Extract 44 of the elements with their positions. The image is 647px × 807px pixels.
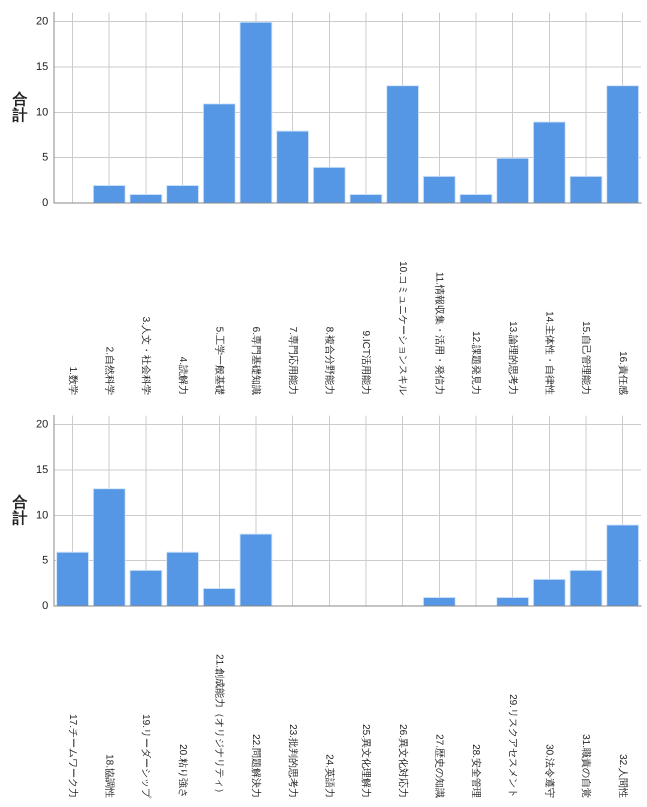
x-tick-label: 15.自己管理能力 (580, 321, 592, 395)
x-tick-label: 14.主体性・自律性 (544, 311, 556, 395)
x-tick-label: 20.粘り強さ (176, 744, 189, 798)
x-tick-label: 8.複合分野能力 (324, 326, 336, 395)
x-tick-label: 24.英語力 (324, 754, 336, 798)
x-tick-label: 6.専門基礎知識 (250, 326, 262, 395)
x-tick-label: 22.問題解決力 (250, 734, 262, 798)
x-tick-label: 32.人間性 (616, 754, 629, 798)
y-tick-label: 20 (36, 418, 48, 431)
x-tick-label: 19.リーダーシップ (140, 714, 152, 799)
y-tick-label: 10 (36, 106, 48, 118)
y-tick-label: 5 (42, 152, 48, 164)
y-tick-label: 15 (36, 61, 48, 74)
y-tick-label: 10 (36, 509, 48, 522)
x-tick-label: 11.情報収集・活用・発信力 (434, 272, 446, 395)
x-tick-label: 31.職責の自覚 (580, 734, 592, 798)
y-axis-title: 合計 (12, 494, 28, 527)
y-tick-label: 0 (42, 600, 48, 612)
x-tick-label: 3.人文・社会科学 (140, 316, 152, 395)
x-tick-label: 18.協調性 (103, 754, 116, 798)
x-tick-label: 16.責任感 (616, 351, 629, 395)
x-tick-label: 13.論理的思考力 (506, 321, 519, 395)
x-tick-label: 12.課題発見力 (470, 331, 482, 395)
y-tick-label: 0 (42, 197, 48, 210)
x-tick-label: 7.専門応用能力 (286, 326, 299, 395)
x-tick-label: 30.法令遵守 (544, 744, 556, 798)
x-tick-label: 1.数学 (66, 366, 79, 395)
x-tick-label: 23.批判的思考力 (286, 724, 299, 798)
x-tick-label: 5.工学一般基礎 (214, 326, 226, 395)
x-tick-label: 25.異文化理解力 (360, 724, 372, 798)
x-tick-label: 17.チームワーク力 (66, 714, 79, 798)
x-tick-label: 4.読解力 (176, 356, 189, 395)
x-tick-label: 10.コミュニケーションスキル (396, 261, 408, 395)
x-tick-label: 2.自然科学 (103, 346, 116, 395)
y-axis-title: 合計 (12, 90, 28, 124)
y-tick-label: 5 (42, 554, 48, 567)
x-tick-label: 26.異文化対応力 (396, 724, 409, 798)
x-tick-label: 21.創成能力（オリジナリティ） (214, 654, 226, 798)
y-tick-label: 15 (36, 464, 48, 476)
y-tick-label: 20 (36, 16, 48, 28)
x-tick-label: 27.歴史の知識 (434, 734, 446, 798)
x-tick-label: 29.リスクアセスメント (506, 694, 518, 798)
x-tick-label: 28.安全管理 (470, 744, 482, 798)
x-tick-label: 9.ICT活用能力 (360, 330, 372, 395)
